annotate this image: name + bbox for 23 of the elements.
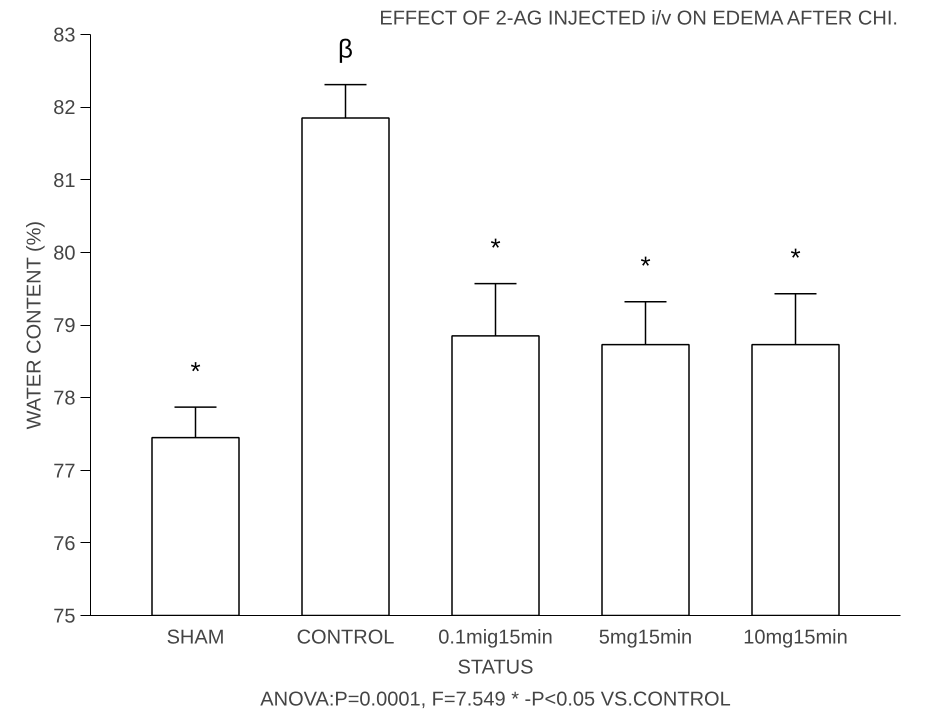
- x-tick-label: SHAM: [166, 626, 224, 648]
- y-tick-label: 80: [53, 242, 76, 264]
- annotation: *: [790, 242, 801, 272]
- y-tick-label: 82: [53, 97, 76, 120]
- y-tick-label: 78: [53, 388, 76, 410]
- text: ANOVA:P=0.0001, F=7.549 * -P<0.05 VS.CONTROL: [260, 688, 731, 710]
- annotation: β: [338, 33, 353, 64]
- x-tick-label: CONTROL: [296, 626, 394, 648]
- y-axis-title: WATER CONTENT (%): [23, 220, 46, 430]
- annotation: *: [640, 250, 651, 280]
- x-axis-title: STATUS: [458, 656, 534, 678]
- chart-title: EFFECT OF 2-AG INJECTED i/v ON EDEMA AFTER CHI.: [379, 8, 898, 30]
- y-tick-label: 77: [53, 460, 76, 482]
- annotation: *: [190, 356, 201, 386]
- annotation: *: [490, 232, 501, 262]
- x-tick-label: 5mg15min: [598, 626, 692, 648]
- y-tick-label: 83: [53, 24, 76, 46]
- y-tick-label: 81: [53, 170, 76, 192]
- y-tick-label: 75: [53, 606, 76, 628]
- y-tick-label: 79: [53, 315, 76, 337]
- x-tick-label: 0.1mig15min: [438, 626, 553, 648]
- y-tick-label: 76: [53, 532, 76, 555]
- x-tick-label: 10mg15min: [743, 626, 848, 648]
